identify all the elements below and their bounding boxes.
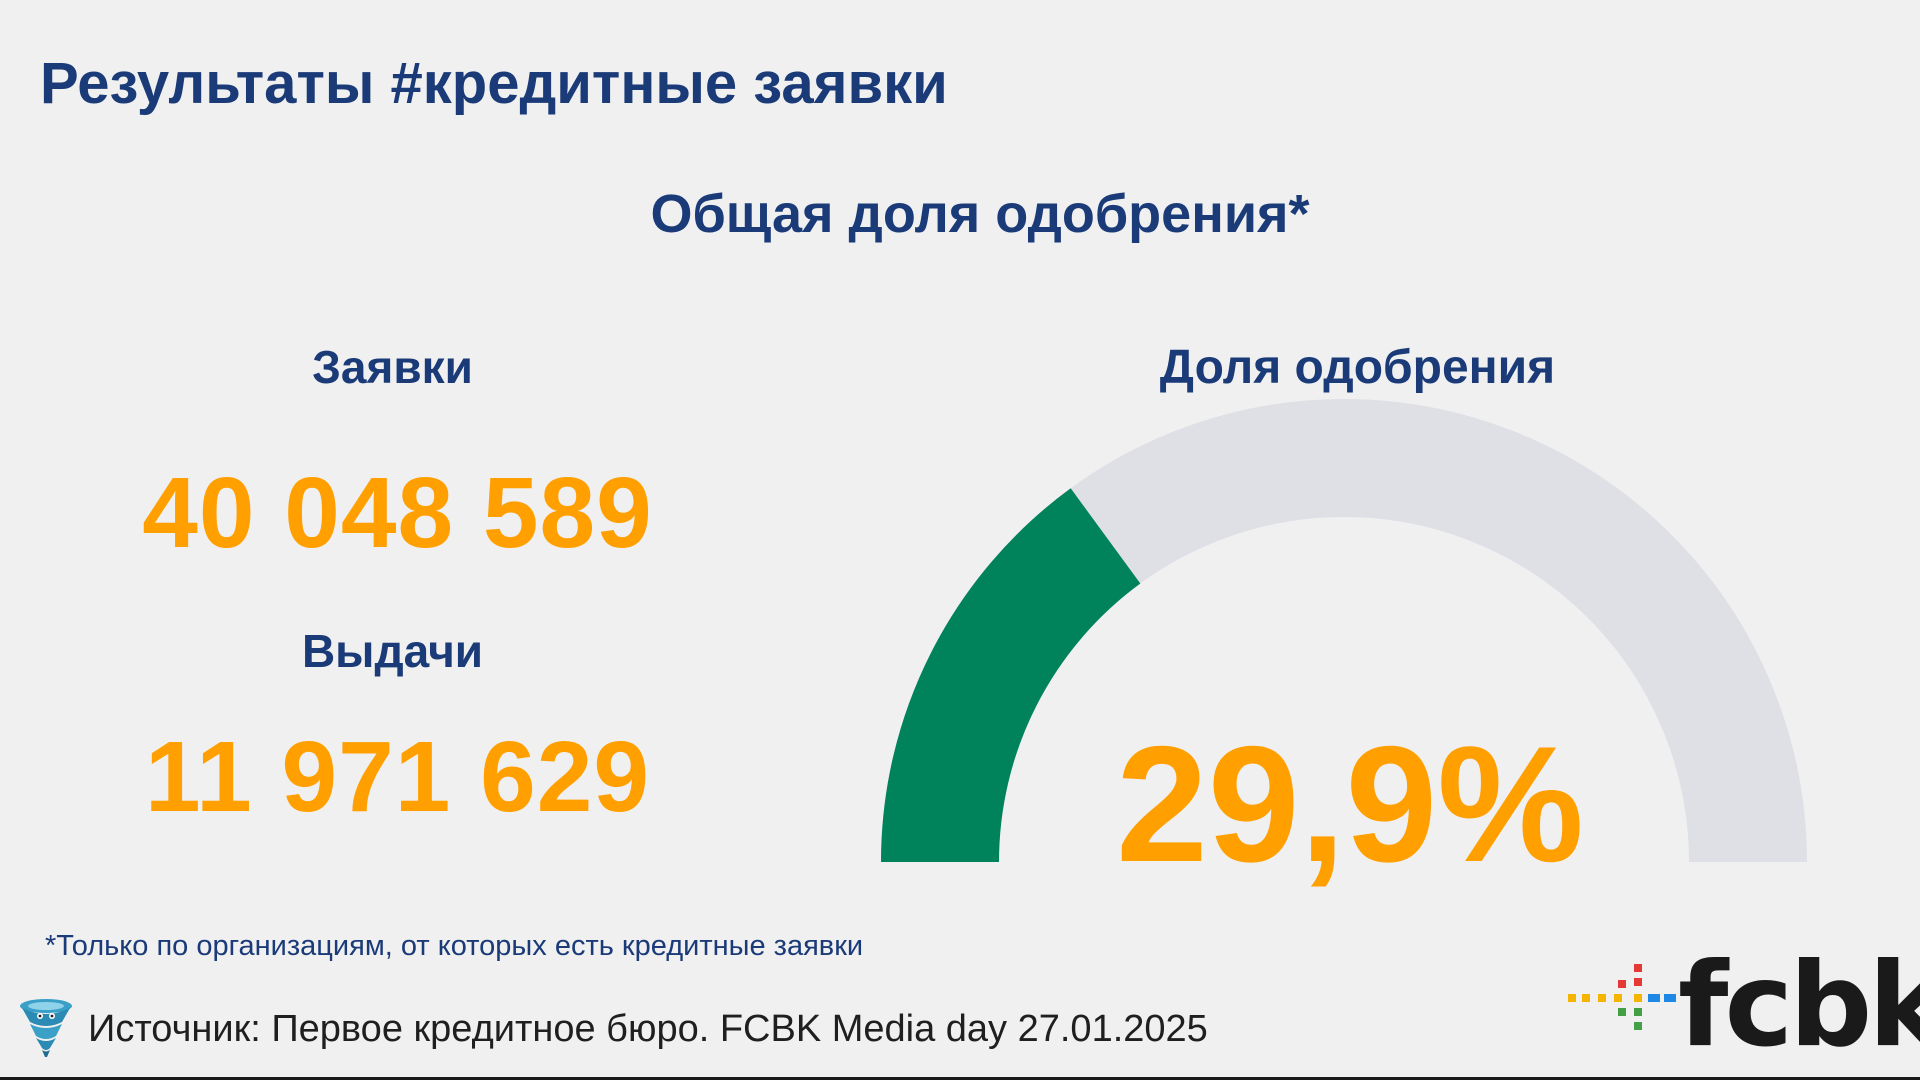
page-title: Результаты #кредитные заявки [40,51,948,116]
tornado-icon [20,999,72,1057]
section-subtitle: Общая доля одобрения* [650,184,1310,244]
gauge-fill [881,488,1142,863]
footnote: *Только по организациям, от которых есть… [45,930,864,962]
bottom-divider [0,1077,1920,1080]
applications-value: 40 048 589 [142,457,653,569]
source-text: Источник: Первое кредитное бюро. FCBK Me… [88,1008,1208,1050]
fcbk-logo-text: fcbk [1678,938,1920,1073]
gauge-value: 29,9% [1116,712,1584,896]
issuances-value: 11 971 629 [145,721,650,833]
gauge-title: Доля одобрения [1159,341,1556,394]
applications-label: Заявки [312,341,473,393]
fcbk-logo-icon [1568,964,1676,1030]
issuances-label: Выдачи [301,625,484,677]
